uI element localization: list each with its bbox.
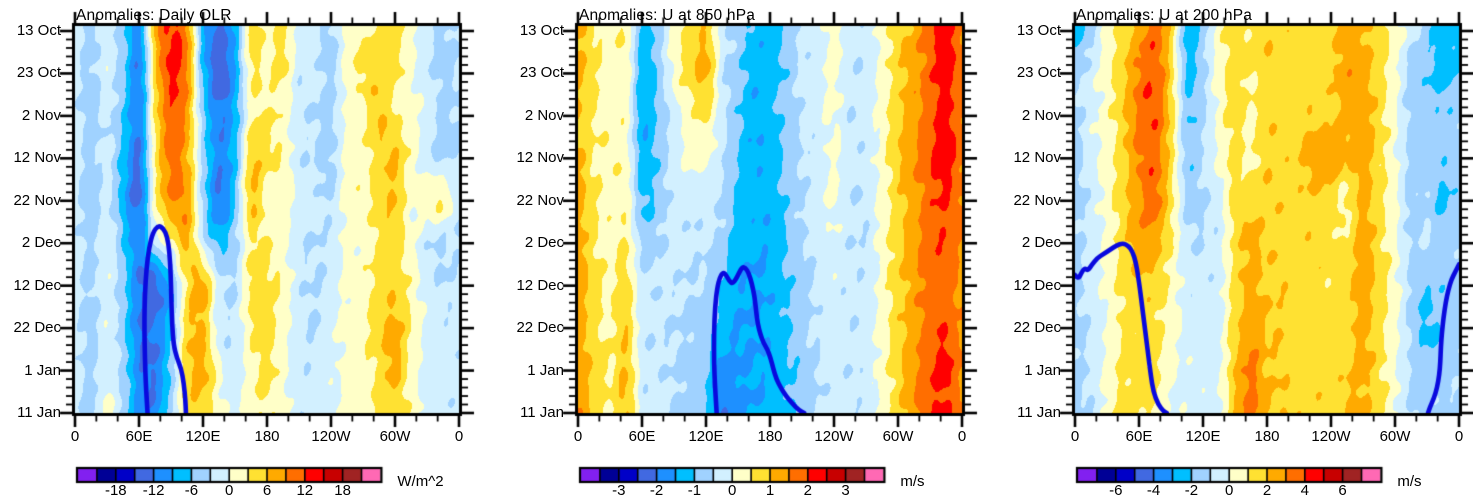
x-tick-label: 0 <box>957 428 967 445</box>
y-tick-label: 13 Oct <box>16 22 61 39</box>
colorbar-tick-label: 0 <box>1225 482 1234 497</box>
y-tick-label: 11 Jan <box>520 404 564 421</box>
y-tick-label: 13 Oct <box>519 22 564 39</box>
y-tick-label: 12 Dec <box>13 276 61 294</box>
y-tick-label: 13 Oct <box>1016 22 1061 39</box>
colorbar-tick-label: 0 <box>225 482 234 497</box>
y-tick-label: 2 Dec <box>1021 234 1061 252</box>
y-tick-label: 22 Dec <box>1013 319 1061 337</box>
y-tick-label: 1 Jan <box>24 361 61 379</box>
colorbar-tick-label: 0 <box>728 482 737 497</box>
y-tick-label: 2 Nov <box>524 106 564 124</box>
x-tick-label: 120E <box>1185 428 1221 445</box>
x-tick-label: 180 <box>757 428 783 445</box>
colorbar-tick-label: -3 <box>612 482 626 497</box>
y-tick-label: 11 Jan <box>1017 404 1061 421</box>
y-tick-label: 22 Nov <box>516 191 564 209</box>
x-tick-label: 180 <box>1254 428 1280 445</box>
y-tick-label: 23 Oct <box>16 64 61 82</box>
colorbar-tick-label: 12 <box>296 482 314 497</box>
colorbar-tick-label: -18 <box>104 482 127 497</box>
y-tick-label: 1 Jan <box>1024 361 1061 379</box>
x-tick-label: 60W <box>379 428 411 445</box>
x-tick-label: 120W <box>311 428 351 445</box>
colorbar-tick-label: 18 <box>334 482 351 497</box>
y-tick-label: 11 Jan <box>17 404 61 421</box>
y-tick-label: 2 Dec <box>524 234 564 252</box>
x-tick-label: 0 <box>1454 428 1464 445</box>
panel-title: Anomalies: U at 200 hPa <box>1076 7 1253 24</box>
y-tick-label: 23 Oct <box>519 64 564 82</box>
panel-title: Anomalies: Daily OLR <box>76 7 232 24</box>
y-tick-label: 2 Dec <box>21 234 61 252</box>
y-tick-label: 1 Jan <box>527 361 564 379</box>
x-tick-label: 60E <box>125 428 153 445</box>
colorbar-unit-label: W/m^2 <box>397 473 444 490</box>
x-tick-label: 60W <box>882 428 914 445</box>
colorbar-unit-label: m/s <box>1397 473 1422 490</box>
y-tick-label: 12 Dec <box>1013 276 1061 294</box>
colorbar-tick-label: -2 <box>1184 482 1199 497</box>
x-tick-label: 180 <box>254 428 280 445</box>
y-tick-label: 2 Nov <box>21 106 61 124</box>
colorbar-tick-label: -6 <box>184 482 199 497</box>
colorbar-tick-label: -6 <box>1109 482 1123 497</box>
x-tick-label: 0 <box>70 428 80 445</box>
y-tick-label: 22 Nov <box>13 191 61 209</box>
y-tick-label: 12 Nov <box>13 149 61 167</box>
y-tick-label: 12 Nov <box>516 149 564 167</box>
x-tick-label: 60E <box>1125 428 1153 445</box>
colorbar-tick-label: 4 <box>1300 482 1309 497</box>
y-tick-label: 22 Dec <box>13 319 61 337</box>
x-tick-label: 0 <box>573 428 583 445</box>
colorbar-tick-label: -4 <box>1146 482 1161 497</box>
y-tick-label: 12 Nov <box>1013 149 1061 167</box>
colorbar-tick-label: 6 <box>1338 482 1347 497</box>
colorbar-tick-label: 2 <box>803 482 812 497</box>
colorbar-tick-label: 2 <box>1262 482 1272 497</box>
x-tick-label: 120W <box>814 428 854 445</box>
x-tick-label: 120E <box>185 428 221 445</box>
x-tick-label: 120E <box>688 428 724 445</box>
colorbar-tick-label: 6 <box>262 482 272 497</box>
x-tick-label: 0 <box>454 428 464 445</box>
x-tick-label: 60E <box>628 428 656 445</box>
y-tick-label: 22 Nov <box>1013 191 1061 209</box>
x-tick-label: 60W <box>1379 428 1411 445</box>
y-tick-label: 2 Nov <box>1021 106 1061 124</box>
colorbar-unit-label: m/s <box>900 473 925 490</box>
colorbar-tick-label: 3 <box>841 482 850 497</box>
panel-title: Anomalies: U at 850 hPa <box>579 7 756 24</box>
colorbar-tick-label: -1 <box>687 482 702 497</box>
x-tick-label: 120W <box>1311 428 1351 445</box>
colorbar-tick-label: -12 <box>142 482 165 497</box>
y-tick-label: 23 Oct <box>1016 64 1061 82</box>
colorbar-tick-label: -2 <box>649 482 664 497</box>
y-tick-label: 12 Dec <box>516 276 564 294</box>
x-tick-label: 0 <box>1070 428 1080 445</box>
y-tick-label: 22 Dec <box>516 319 564 337</box>
colorbar-tick-label: 1 <box>765 482 775 497</box>
